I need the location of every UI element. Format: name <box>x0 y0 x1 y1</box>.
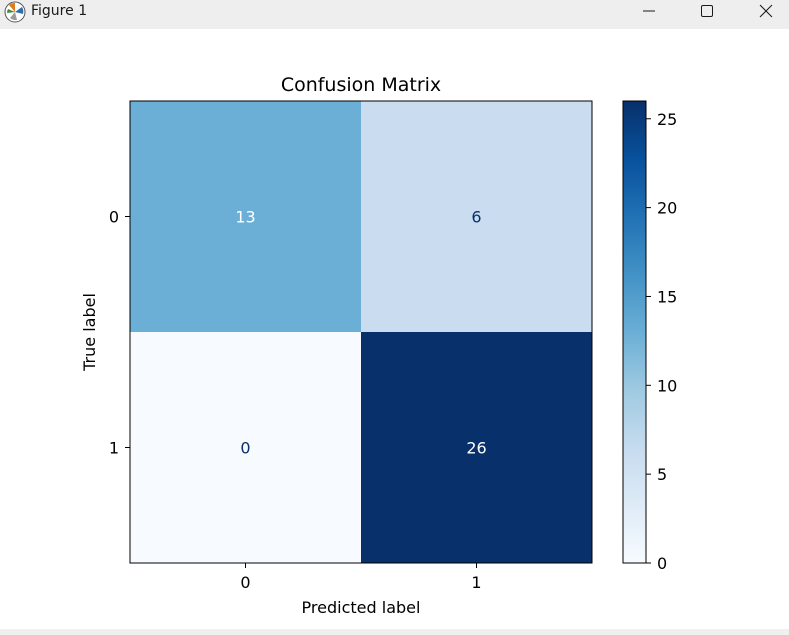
window-title: Figure 1 <box>31 3 88 19</box>
y-tick-label: 1 <box>109 439 119 458</box>
minimize-button[interactable] <box>626 0 672 22</box>
matplotlib-logo-icon <box>4 1 26 23</box>
heatmap-cell <box>130 332 361 563</box>
y-axis-label: True label <box>80 293 99 372</box>
colorbar-tick-label: 5 <box>657 465 667 484</box>
colorbar-tick-label: 15 <box>657 287 677 306</box>
y-axis-ticks: 01 <box>109 208 130 458</box>
chart-title: Confusion Matrix <box>281 74 441 96</box>
close-button[interactable] <box>743 0 789 22</box>
heatmap-cells <box>130 101 592 563</box>
x-tick-label: 1 <box>471 573 481 592</box>
maximize-icon <box>701 5 713 17</box>
colorbar-tick-label: 0 <box>657 554 667 573</box>
cell-value-label: 0 <box>240 439 250 458</box>
x-axis-label: Predicted label <box>302 598 421 617</box>
heatmap-cell <box>361 332 592 563</box>
plot-frame <box>129 100 593 564</box>
minimize-icon <box>643 10 655 12</box>
heatmap-cell <box>130 101 361 332</box>
x-tick-label: 0 <box>240 573 250 592</box>
y-tick-label: 0 <box>109 208 119 227</box>
colorbar <box>622 100 647 564</box>
cell-value-label: 26 <box>466 439 486 458</box>
maximize-button[interactable] <box>684 0 730 22</box>
heatmap-cell <box>361 101 592 332</box>
cell-value-label: 6 <box>471 208 481 227</box>
cell-value-label: 13 <box>235 208 255 227</box>
colorbar-tick-label: 10 <box>657 376 677 395</box>
title-bar[interactable]: Figure 1 <box>0 0 789 29</box>
colorbar-tick-label: 25 <box>657 110 677 129</box>
heatmap-cell-labels: 13 6 0 26 <box>235 208 486 458</box>
colorbar-tick-label: 20 <box>657 199 677 218</box>
close-icon <box>759 4 773 18</box>
colorbar-ticks: 0 5 10 15 20 25 <box>646 110 677 573</box>
status-strip <box>0 629 789 635</box>
